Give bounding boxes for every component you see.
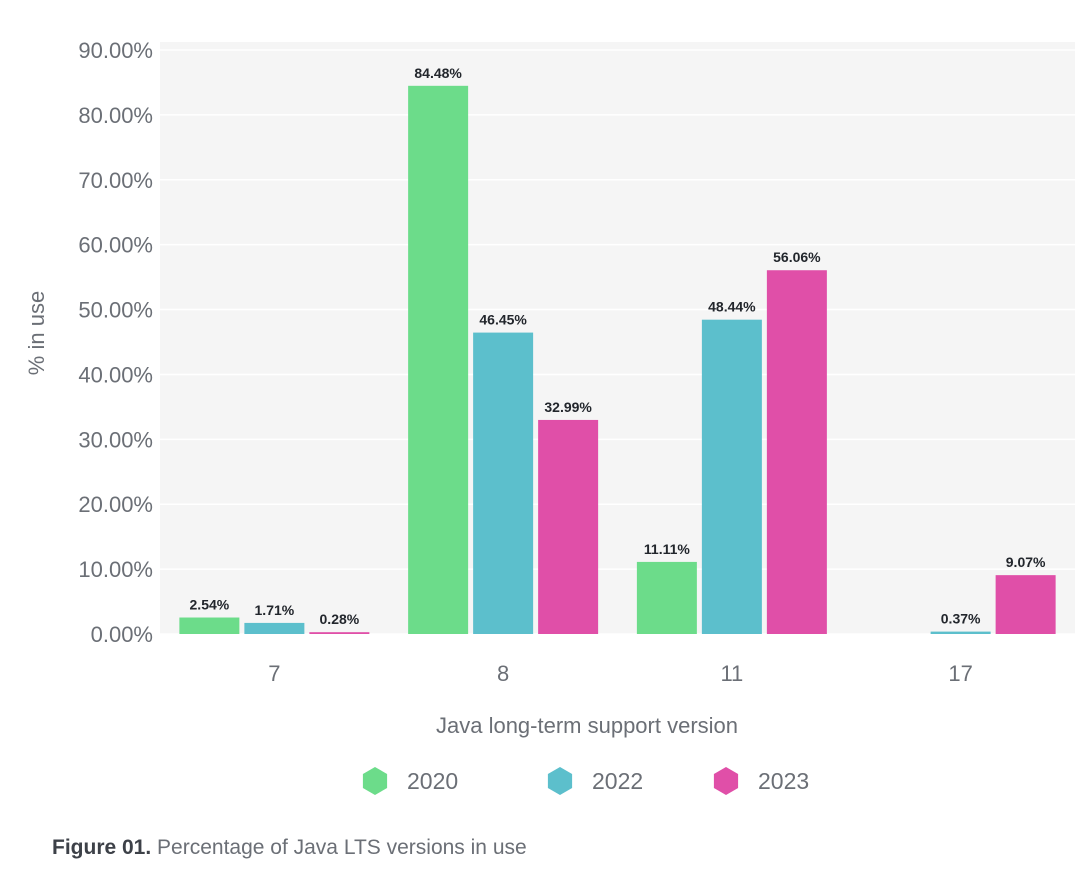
y-tick-label: 50.00% — [78, 298, 153, 323]
data-label: 9.07% — [1006, 554, 1046, 570]
legend-hexagon-icon — [713, 767, 739, 795]
bar-2022-11 — [701, 319, 762, 634]
x-tick-label: 7 — [268, 661, 280, 686]
data-label: 2.54% — [190, 597, 230, 613]
data-label: 32.99% — [544, 399, 592, 415]
bar-2022-17 — [930, 631, 991, 634]
data-label: 56.06% — [773, 249, 821, 265]
caption-prefix: Figure 01. — [52, 836, 152, 859]
y-tick-label: 20.00% — [78, 492, 153, 517]
legend-hexagon-icon — [362, 767, 388, 795]
data-label: 0.37% — [941, 611, 981, 627]
x-axis-ticks: 7 8 11 17 — [268, 661, 973, 686]
data-label: 0.28% — [320, 611, 360, 627]
data-label: 11.11% — [644, 541, 690, 557]
figure-caption: Figure 01. Percentage of Java LTS versio… — [52, 836, 527, 860]
data-label: 84.48% — [414, 65, 462, 81]
y-tick-label: 40.00% — [78, 362, 153, 387]
y-tick-label: 10.00% — [78, 557, 153, 582]
plot-background — [160, 42, 1075, 634]
legend: 2020 2022 2023 — [362, 767, 809, 795]
x-tick-label: 17 — [948, 661, 972, 686]
bar-2020-7 — [179, 617, 240, 634]
bar-chart: 0.00% 10.00% 20.00% 30.00% 40.00% 50.00% 60.00… — [23, 38, 1075, 795]
y-tick-label: 60.00% — [78, 233, 153, 258]
x-tick-label: 8 — [497, 661, 509, 686]
y-tick-label: 30.00% — [78, 427, 153, 452]
legend-label: 2020 — [407, 768, 458, 794]
x-tick-label: 11 — [720, 661, 743, 686]
bar-2023-17 — [995, 575, 1056, 634]
y-tick-label: 70.00% — [78, 168, 153, 193]
y-tick-label: 0.00% — [91, 622, 153, 647]
y-axis-ticks: 0.00% 10.00% 20.00% 30.00% 40.00% 50.00% 60.00… — [78, 38, 153, 647]
bar-2020-11 — [636, 561, 697, 634]
y-tick-label: 80.00% — [78, 103, 153, 128]
bar-2020-8 — [408, 85, 469, 634]
bars — [179, 85, 1056, 634]
legend-label: 2022 — [592, 768, 643, 794]
y-axis-label: % in use — [24, 291, 49, 375]
data-labels: 2.54% 1.71% 0.28% 84.48% 46.45% 32.99% 11.11% 4… — [190, 65, 1046, 627]
bar-2023-8 — [538, 419, 599, 634]
bar-2023-7 — [309, 632, 370, 634]
legend-hexagon-icon — [547, 767, 573, 795]
data-label: 1.71% — [255, 602, 295, 618]
gridlines — [160, 49, 1075, 635]
legend-label: 2023 — [758, 768, 809, 794]
x-axis-label: Java long-term support version — [436, 713, 738, 738]
bar-2022-8 — [473, 332, 534, 634]
data-label: 48.44% — [708, 299, 756, 315]
bar-2022-7 — [244, 622, 305, 634]
caption-text: Percentage of Java LTS versions in use — [151, 836, 527, 859]
bar-2023-11 — [766, 270, 827, 634]
data-label: 46.45% — [479, 312, 527, 328]
y-tick-label: 90.00% — [78, 38, 153, 63]
